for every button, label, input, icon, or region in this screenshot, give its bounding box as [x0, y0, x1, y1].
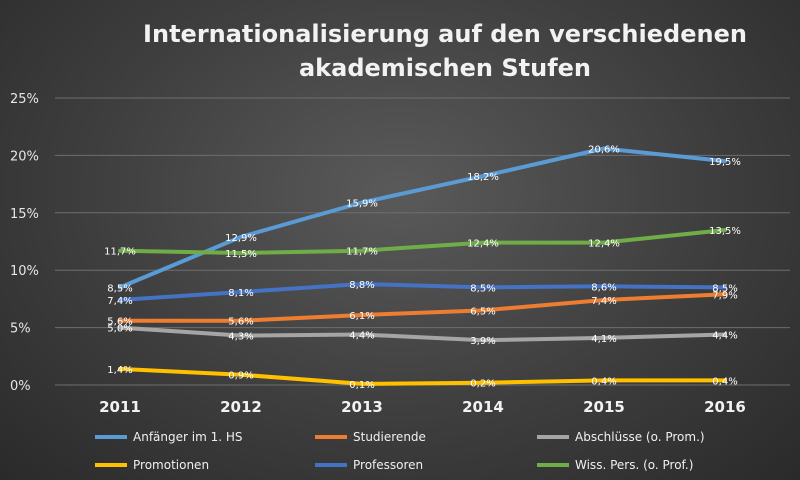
data-label: 6,5% [470, 306, 495, 317]
data-label: 0,9% [228, 371, 253, 382]
data-label: 4,4% [349, 330, 374, 341]
data-label: 12,4% [467, 239, 499, 250]
data-label: 13,5% [709, 226, 741, 237]
x-tick-label: 2012 [220, 398, 262, 416]
data-label: 20,6% [588, 145, 620, 156]
data-label: 12,9% [225, 233, 257, 244]
legend-label: Abschlüsse (o. Prom.) [575, 430, 705, 444]
data-label: 11,5% [225, 249, 257, 260]
series-line [118, 292, 727, 323]
data-label: 0,2% [470, 379, 495, 390]
data-label: 12,4% [588, 239, 620, 250]
x-tick-label: 2015 [583, 398, 625, 416]
x-tick-label: 2016 [704, 398, 746, 416]
legend-label: Anfänger im 1. HS [133, 430, 243, 444]
data-label: 8,8% [349, 280, 374, 291]
legend-label: Promotionen [133, 458, 209, 472]
y-tick-label: 25% [10, 92, 39, 107]
data-label: 15,9% [346, 198, 378, 209]
data-label: 8,5% [107, 283, 132, 294]
legend-label: Studierende [353, 430, 426, 444]
y-tick-label: 10% [10, 264, 39, 279]
data-label: 4,4% [712, 330, 737, 341]
x-tick-label: 2013 [341, 398, 383, 416]
data-label: 19,5% [709, 157, 741, 168]
data-label: 0,4% [712, 376, 737, 387]
data-label: 3,9% [470, 336, 495, 347]
data-label: 11,7% [104, 247, 136, 258]
y-tick-label: 5% [10, 322, 31, 337]
data-label: 4,1% [591, 334, 616, 345]
series-line [118, 366, 727, 386]
data-label: 8,5% [470, 283, 495, 294]
data-label: 6,1% [349, 311, 374, 322]
data-label: 8,5% [712, 283, 737, 294]
y-tick-label: 20% [10, 149, 39, 164]
series-line [118, 146, 727, 290]
data-label: 1,4% [107, 365, 132, 376]
data-label: 8,6% [591, 282, 616, 293]
data-label: 0,1% [349, 380, 374, 391]
x-tick-label: 2011 [99, 398, 141, 416]
legend-label: Wiss. Pers. (o. Prof.) [575, 458, 693, 472]
data-label: 7,4% [107, 296, 132, 307]
series-line [118, 325, 727, 343]
data-label: 5,6% [228, 317, 253, 328]
chart-title-line-2: akademischen Stufen [299, 54, 591, 82]
data-label: 5,6% [107, 317, 132, 328]
data-label: 7,4% [591, 296, 616, 307]
legend-label: Professoren [353, 458, 423, 472]
x-tick-label: 2014 [462, 398, 504, 416]
data-label: 8,1% [228, 288, 253, 299]
y-tick-label: 15% [10, 207, 39, 222]
series-line [118, 228, 727, 255]
data-label: 5,0% [107, 324, 132, 335]
data-label: 11,7% [346, 247, 378, 258]
data-label: 4,3% [228, 332, 253, 343]
data-label: 0,4% [591, 376, 616, 387]
data-label: 18,2% [467, 172, 499, 183]
data-label: 7,9% [712, 290, 737, 301]
series-line [118, 282, 727, 302]
y-tick-label: 0% [10, 379, 31, 394]
chart-title-line-1: Internationalisierung auf den verschiede… [143, 20, 747, 48]
